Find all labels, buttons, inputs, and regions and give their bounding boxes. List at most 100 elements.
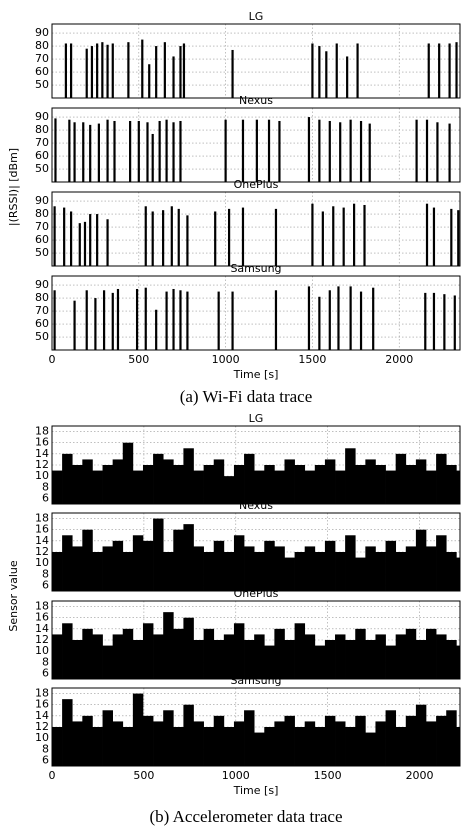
bar — [415, 459, 427, 504]
bar — [90, 46, 94, 98]
bar — [102, 290, 106, 350]
bar — [72, 546, 83, 591]
bar — [345, 535, 356, 591]
bar — [436, 122, 439, 182]
bar — [82, 529, 93, 591]
bar — [372, 287, 375, 350]
bar — [213, 640, 225, 679]
bar — [141, 39, 144, 98]
bar — [365, 732, 376, 766]
plot-frame — [51, 107, 461, 183]
bar — [231, 291, 234, 350]
bar — [375, 721, 386, 766]
y-tick-label: 50 — [35, 162, 49, 175]
bar — [53, 206, 56, 266]
y-tick-label: 80 — [35, 207, 49, 220]
bar — [395, 727, 407, 766]
bar — [314, 552, 326, 591]
y-tick-label: 12 — [35, 633, 49, 646]
bar — [328, 290, 331, 350]
bar — [335, 470, 346, 504]
bar — [318, 119, 321, 182]
bar — [294, 727, 306, 766]
bar — [264, 540, 275, 591]
bar — [244, 640, 255, 679]
y-tick-label: 8 — [42, 742, 49, 755]
bar — [304, 634, 316, 679]
bar — [122, 552, 134, 591]
bar — [335, 43, 338, 98]
bar — [97, 123, 100, 182]
bar — [165, 291, 168, 350]
bar — [89, 214, 92, 266]
x-axis-label: Time [s] — [233, 368, 279, 381]
x-tick-label: 0 — [49, 769, 56, 782]
y-tick-label: 10 — [35, 469, 49, 482]
bar — [179, 120, 182, 182]
bar — [356, 43, 359, 98]
bar — [127, 42, 130, 98]
bar — [443, 294, 446, 350]
y-tick-label: 6 — [42, 578, 49, 591]
bar — [448, 43, 451, 98]
bar — [183, 448, 194, 504]
bar — [427, 43, 430, 98]
bar — [179, 46, 182, 98]
bar — [449, 557, 460, 591]
y-tick-label: 90 — [35, 110, 49, 123]
bar — [325, 51, 328, 98]
bar — [368, 123, 371, 182]
y-tick-label: 14 — [35, 622, 49, 635]
y-tick-label: 60 — [35, 233, 49, 246]
bar — [449, 470, 460, 504]
subplot-title: Nexus — [239, 499, 273, 512]
bar — [177, 208, 180, 266]
bar — [274, 208, 278, 266]
bar — [241, 119, 245, 182]
bar — [352, 203, 356, 266]
bar — [94, 298, 97, 350]
bar — [173, 727, 184, 766]
bar — [106, 44, 109, 98]
subplot-title: Samsung — [230, 262, 281, 275]
x-tick-label: 1000 — [212, 353, 240, 366]
bar — [450, 208, 453, 266]
bar — [345, 727, 356, 766]
bar — [426, 470, 437, 504]
bar — [92, 470, 103, 504]
bar — [111, 43, 114, 98]
y-tick-label: 8 — [42, 567, 49, 580]
bar — [52, 727, 63, 766]
bar — [233, 465, 245, 504]
bar — [213, 540, 225, 591]
bar — [179, 290, 182, 350]
bar — [153, 721, 164, 766]
bar — [142, 465, 154, 504]
bar — [244, 546, 255, 591]
bar — [186, 215, 189, 266]
bar — [82, 715, 93, 766]
bar — [73, 300, 76, 350]
y-tick-label: 90 — [35, 26, 49, 39]
plot-frame — [51, 512, 461, 592]
bar — [223, 476, 235, 504]
y-tick-label: 18 — [35, 512, 49, 525]
bar — [244, 453, 255, 504]
bar — [102, 645, 113, 679]
bar — [448, 123, 451, 182]
bar — [106, 119, 109, 182]
bar — [89, 124, 92, 182]
bar — [255, 119, 258, 182]
bar — [455, 42, 458, 98]
x-tick-label: 1500 — [314, 769, 342, 782]
caption: (b) Accelerometer data trace — [149, 807, 342, 826]
bar — [425, 203, 429, 266]
bar — [233, 721, 245, 766]
x-axis-label: Time [s] — [233, 784, 279, 797]
bar — [415, 640, 427, 679]
bar — [375, 634, 386, 679]
bar — [304, 470, 316, 504]
bar — [457, 210, 460, 266]
bar — [346, 56, 349, 98]
y-tick-label: 14 — [35, 709, 49, 722]
